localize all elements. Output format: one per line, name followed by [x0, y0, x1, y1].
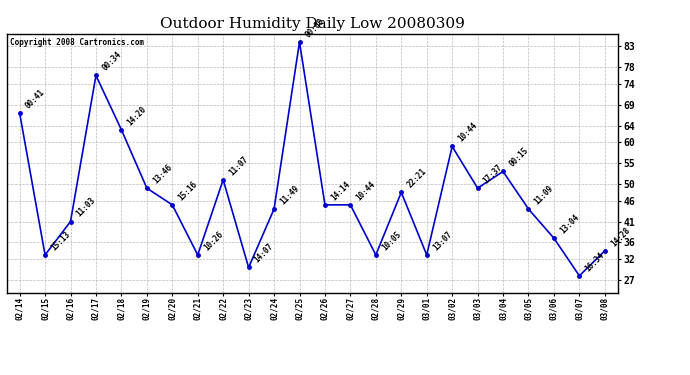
Text: 15:13: 15:13: [49, 230, 72, 252]
Text: 17:37: 17:37: [482, 163, 504, 185]
Text: 00:34: 00:34: [100, 50, 123, 73]
Text: 22:21: 22:21: [406, 167, 428, 189]
Text: 14:20: 14:20: [126, 104, 148, 127]
Title: Outdoor Humidity Daily Low 20080309: Outdoor Humidity Daily Low 20080309: [160, 17, 464, 31]
Text: 13:07: 13:07: [431, 230, 453, 252]
Text: 10:26: 10:26: [202, 230, 225, 252]
Text: 14:14: 14:14: [329, 179, 352, 202]
Text: 10:44: 10:44: [456, 121, 479, 144]
Text: 14:28: 14:28: [609, 225, 632, 248]
Text: 11:49: 11:49: [278, 183, 301, 206]
Text: 10:05: 10:05: [380, 230, 403, 252]
Text: 16:34: 16:34: [584, 251, 607, 273]
Text: 00:00: 00:00: [304, 16, 326, 39]
Text: 13:04: 13:04: [558, 213, 581, 236]
Text: 11:07: 11:07: [227, 154, 250, 177]
Text: 11:09: 11:09: [533, 183, 555, 206]
Text: 11:03: 11:03: [75, 196, 97, 219]
Text: 15:16: 15:16: [177, 179, 199, 202]
Text: Copyright 2008 Cartronics.com: Copyright 2008 Cartronics.com: [10, 38, 144, 46]
Text: 13:46: 13:46: [151, 163, 174, 185]
Text: 00:15: 00:15: [507, 146, 530, 169]
Text: 14:07: 14:07: [253, 242, 275, 265]
Text: 10:44: 10:44: [355, 179, 377, 202]
Text: 00:41: 00:41: [23, 87, 46, 110]
